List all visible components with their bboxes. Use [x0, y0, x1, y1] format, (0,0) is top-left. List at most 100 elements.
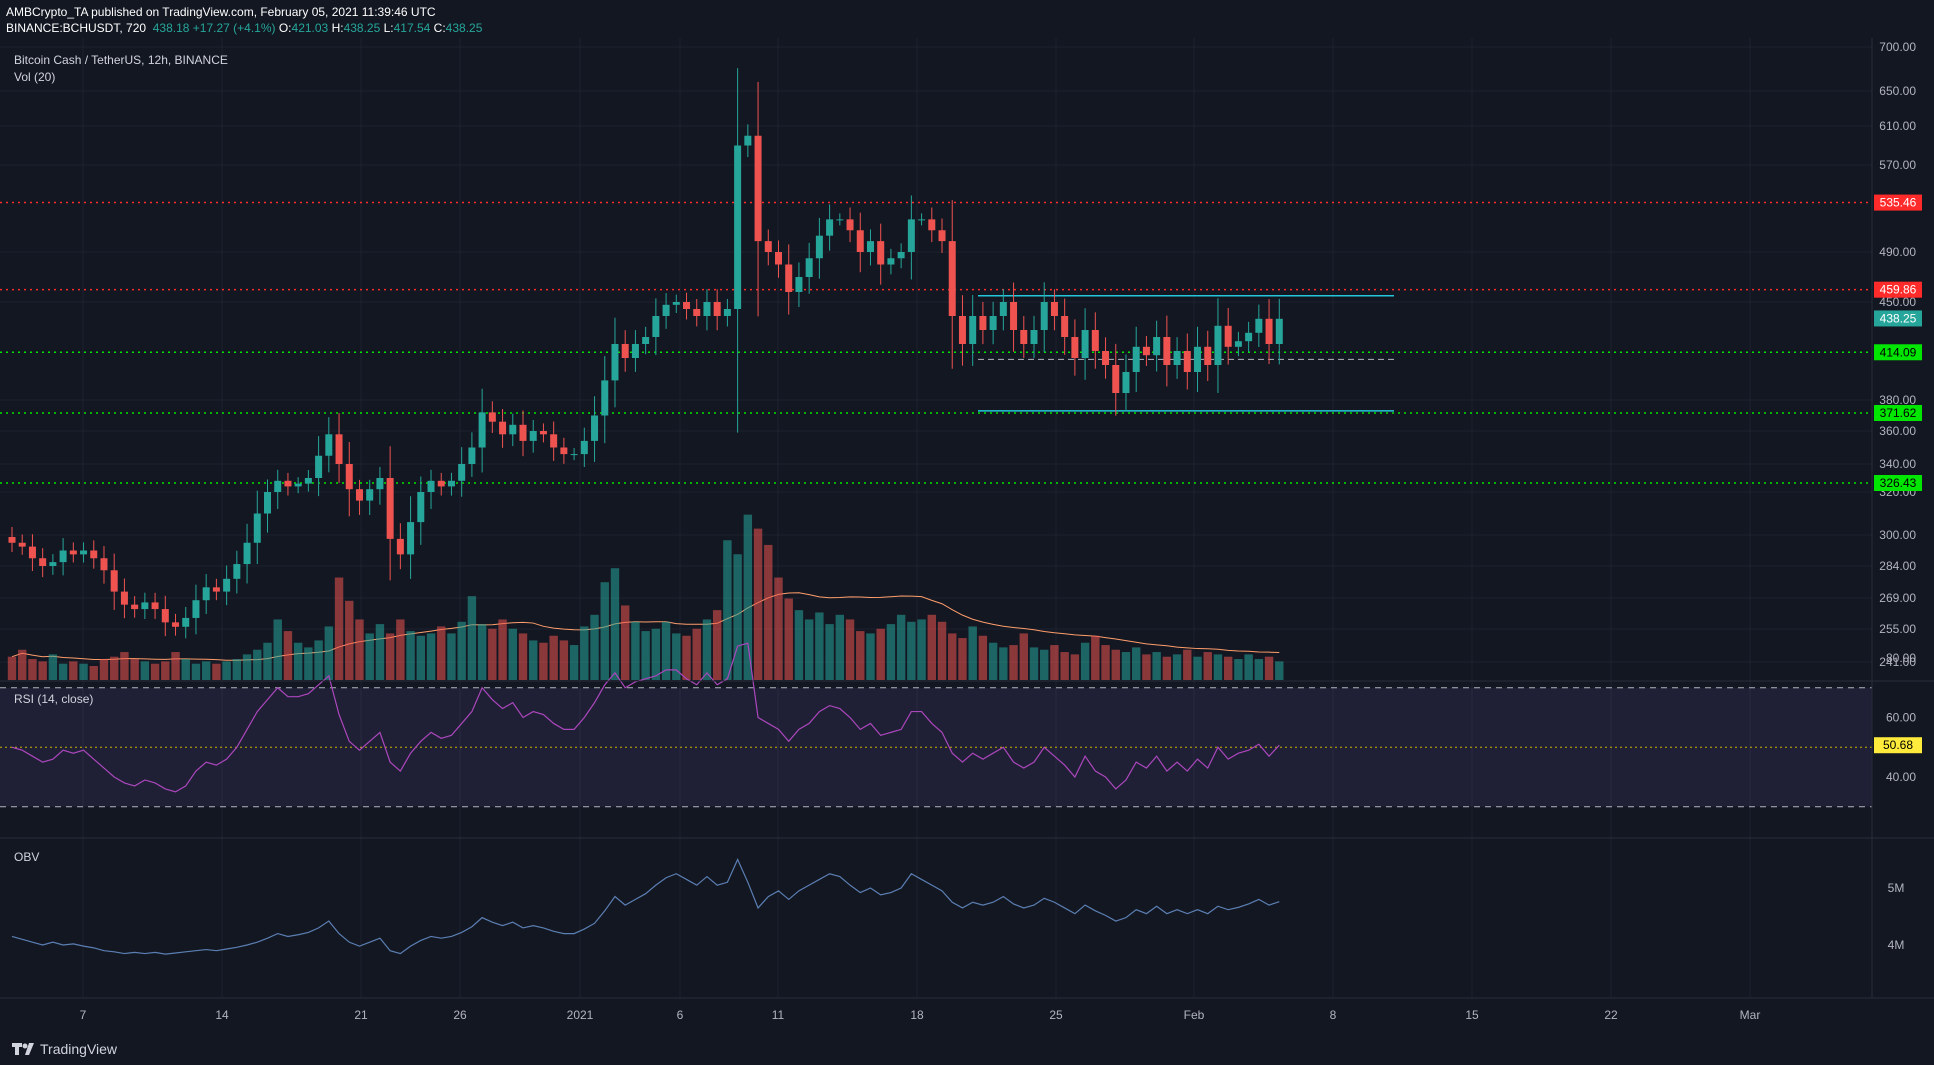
level-badge: [1874, 474, 1922, 491]
volume-bar: [876, 628, 885, 680]
volume-bar: [212, 663, 221, 680]
candle-body: [264, 492, 271, 514]
x-tick-label: Feb: [1184, 1008, 1205, 1022]
symbol-line: BINANCE:BCHUSDT, 720 438.18 +17.27 (+4.1…: [6, 21, 483, 35]
candle-body: [846, 219, 854, 231]
candle-body: [1132, 346, 1140, 372]
x-tick-label: 15: [1465, 1008, 1479, 1022]
candle-body: [386, 478, 394, 539]
candle-body: [529, 431, 537, 441]
candle-body: [509, 424, 517, 435]
candle-body: [69, 550, 77, 555]
volume-bar: [866, 633, 875, 680]
volume-bar: [273, 619, 282, 680]
volume-bar: [467, 596, 477, 680]
volume-bar: [1223, 656, 1233, 680]
publish-line: AMBCrypto_TA published on TradingView.co…: [6, 5, 436, 19]
candle-body: [468, 447, 476, 464]
volume-bar: [999, 647, 1008, 680]
volume-bar: [794, 610, 804, 680]
volume-bar: [1142, 654, 1151, 680]
volume-bar: [150, 663, 160, 680]
volume-bar: [406, 631, 415, 680]
volume-bar: [293, 642, 303, 680]
volume-bar: [69, 661, 78, 680]
volume-bar: [1019, 633, 1028, 680]
volume-bar: [355, 619, 364, 680]
rsi-tick-label: 80.00: [1886, 651, 1916, 665]
candle-body: [304, 478, 312, 484]
candle-body: [856, 230, 864, 252]
candle-body: [28, 546, 36, 559]
last-price-badge: [1874, 310, 1922, 327]
volume-bar: [948, 633, 957, 680]
volume-bar: [345, 600, 354, 680]
level-badge: [1874, 281, 1922, 298]
volume-bar: [1050, 645, 1059, 680]
volume-bar: [1101, 645, 1110, 680]
candle-body: [826, 219, 834, 236]
volume-bar: [907, 621, 916, 680]
volume-bar: [1264, 656, 1274, 680]
range-box: [978, 295, 1394, 412]
candle-body: [1142, 346, 1150, 356]
volume-bar: [1203, 652, 1212, 680]
volume-bar: [1080, 642, 1090, 680]
ohlc-open: 421.03: [291, 21, 329, 35]
volume-bar: [569, 645, 579, 680]
volume-bar: [733, 554, 742, 680]
candle-body: [1050, 302, 1058, 316]
candle-body: [815, 235, 823, 259]
candle-body: [662, 304, 670, 316]
volume-bar: [672, 633, 681, 680]
candle-body: [764, 241, 772, 252]
candle-body: [989, 316, 997, 330]
rsi-tick-label: 40.00: [1886, 770, 1916, 784]
candle-body: [1204, 346, 1212, 365]
candle-body: [1030, 330, 1038, 344]
candle-body: [39, 558, 47, 566]
candle-body: [928, 219, 936, 231]
tradingview-logo[interactable]: TradingView: [12, 1041, 117, 1057]
volume-bar: [324, 626, 334, 680]
rsi-badge: [1874, 737, 1922, 754]
price-tick-label: 284.00: [1879, 559, 1916, 573]
candle-body: [151, 602, 159, 610]
candle-body: [539, 431, 547, 435]
x-tick-label: 8: [1330, 1008, 1337, 1022]
candle-body: [754, 135, 762, 242]
volume-bar: [682, 635, 691, 680]
volume-bar: [253, 649, 262, 680]
candle-body: [396, 538, 404, 555]
candle-body: [131, 604, 139, 610]
volume-bar: [161, 661, 170, 680]
volume-bar: [18, 649, 27, 680]
candle-body: [447, 480, 455, 487]
candle-body: [8, 537, 16, 543]
candle-body: [1234, 341, 1242, 347]
candle-body: [713, 302, 721, 316]
volume-bar: [774, 577, 783, 680]
volume-bar: [426, 633, 436, 680]
rsi-tick-label: 60.00: [1886, 711, 1916, 725]
candle-body: [1214, 325, 1222, 365]
x-tick-label: 2021: [567, 1008, 594, 1022]
volume-bar: [1029, 647, 1039, 680]
candle-body: [1173, 351, 1181, 365]
candle-body: [1061, 316, 1069, 337]
candle-body: [1224, 325, 1232, 347]
volume-bar: [590, 614, 599, 680]
candle-body: [315, 455, 323, 478]
candle-body: [223, 578, 231, 592]
volume-bar: [447, 633, 456, 680]
x-tick-label: 6: [677, 1008, 684, 1022]
candle-body: [519, 424, 527, 441]
volume-bar: [518, 633, 528, 680]
level-badge-label: 326.43: [1880, 476, 1917, 490]
ohlc-close: 438.25: [445, 21, 483, 35]
candle-body: [907, 219, 915, 252]
candle-body: [161, 609, 169, 623]
header: AMBCrypto_TA published on TradingView.co…: [0, 0, 1934, 38]
candle-body: [182, 617, 190, 627]
